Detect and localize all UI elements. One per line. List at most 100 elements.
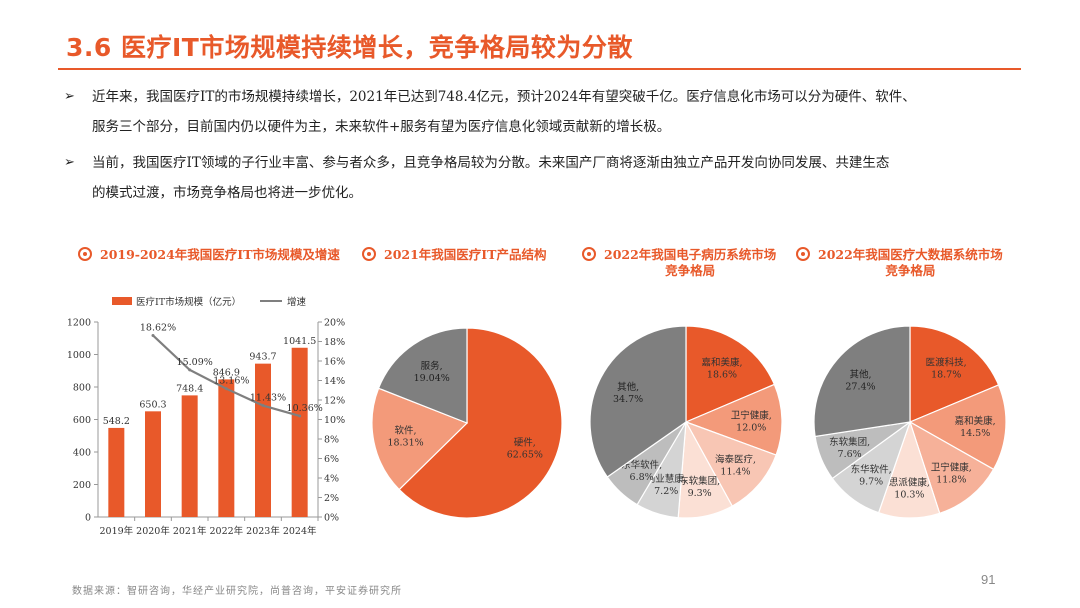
pie-slice: [909, 325, 1000, 423]
pie-slice-name: 嘉和美康,: [701, 357, 742, 369]
growth-data-label: 11.43%: [250, 393, 286, 404]
x-axis-tick-label: 2022年: [209, 525, 243, 537]
source-note: 数据来源：智研咨询，华经产业研究院，尚普咨询，平安证券研究所: [72, 586, 402, 597]
bar: [255, 363, 271, 517]
left-axis-tick-label: 200: [73, 480, 91, 491]
bar: [108, 427, 125, 517]
pie-chart-product-structure: 硬件,62.65% 软件,18.31% 服务,19.04%: [371, 327, 563, 519]
pie-slice: [398, 327, 563, 519]
bar-line-chart: 医疗IT市场规模（亿元） 增速 0 200 400 600 800 1000 1200 0% 2% 4…: [67, 296, 345, 537]
bar: [145, 411, 161, 517]
target-icon: [362, 247, 376, 261]
pie-slice-value: 14.5%: [960, 428, 990, 439]
title-divider: [58, 68, 1021, 70]
pie-slice-value: 62.65%: [507, 449, 543, 460]
growth-point: [188, 368, 192, 372]
bar: [291, 347, 308, 517]
legend-bar-swatch: [112, 297, 132, 305]
page-title: 3.6 医疗IT市场规模持续增长，竞争格局较为分散: [66, 33, 633, 62]
bar-data-label: 1041.5: [283, 336, 316, 347]
arrow-bullet-icon: ➢: [64, 155, 75, 170]
bar-data-label: 943.7: [249, 352, 276, 363]
growth-data-label: 13.16%: [213, 376, 249, 387]
chart-title-text: 竞争格局: [665, 263, 716, 278]
pie-slice: [589, 325, 687, 478]
bullet-text-line: 近年来，我国医疗IT的市场规模持续增长，2021年已达到748.4亿元，预计20…: [92, 89, 916, 105]
pie-slice: [377, 327, 468, 424]
growth-data-label: 15.09%: [177, 357, 213, 368]
bar-data-label: 748.4: [176, 383, 203, 394]
left-axis-tick-label: 600: [73, 415, 91, 426]
page-number: 91: [981, 572, 996, 587]
chart-title-text: 2022年我国医疗大数据系统市场: [818, 247, 1003, 262]
chart-title-text: 2021年我国医疗IT产品结构: [384, 247, 547, 262]
right-axis-tick-label: 8%: [324, 435, 339, 446]
left-axis-tick-label: 0: [85, 513, 91, 524]
bullet-item: ➢ 近年来，我国医疗IT的市场规模持续增长，2021年已达到748.4亿元，预计…: [64, 82, 1024, 142]
pie-slice-name: 海泰医疗,: [715, 454, 756, 466]
pie-slice-name: 创业慧康,: [646, 473, 687, 485]
pie-slice-value: 18.7%: [931, 370, 961, 381]
bar-data-label: 650.3: [139, 399, 166, 410]
chart-title-text: 2022年我国电子病历系统市场: [604, 247, 777, 262]
pie-slice: [908, 384, 1007, 471]
right-axis-tick-label: 4%: [324, 474, 339, 485]
right-axis-tick-label: 20%: [324, 318, 345, 329]
pie-slice-name: 东软集团,: [829, 436, 870, 448]
right-axis-tick-label: 6%: [324, 454, 339, 465]
chart-title-text: 竞争格局: [885, 263, 936, 278]
pie-slice-value: 27.4%: [845, 381, 875, 392]
left-axis-tick-label: 1000: [67, 350, 91, 361]
chart-title-product-structure: 2021年我国医疗IT产品结构: [362, 247, 546, 263]
pie-slice-name: 其他,: [617, 381, 639, 393]
pie-slice-value: 10.3%: [894, 489, 924, 500]
bullet-text-line: 当前，我国医疗IT领域的子行业丰富、参与者众多，且竞争格局较为分散。未来国产厂商…: [92, 155, 890, 171]
right-axis-tick-label: 12%: [324, 396, 345, 407]
bar: [218, 379, 235, 517]
bullet-text-line: 服务三个部分，目前国内仍以硬件为主，未来软件+服务有望为医疗信息化领域贡献新的增…: [92, 119, 671, 135]
left-axis-tick-label: 1200: [67, 318, 91, 329]
pie-slice-value: 18.31%: [387, 438, 423, 449]
pie-slice-value: 12.0%: [736, 422, 766, 433]
pie-slice-name: 思派健康,: [889, 476, 930, 488]
pie-slice-name: 东华软件,: [621, 459, 662, 471]
x-axis-tick-label: 2023年: [246, 525, 280, 537]
pie-slice-name: 硬件,: [514, 436, 536, 448]
pie-slice-name: 卫宁健康,: [731, 409, 772, 421]
target-icon: [78, 247, 92, 261]
right-axis-tick-label: 14%: [324, 376, 345, 387]
x-axis-tick-label: 2024年: [283, 525, 317, 537]
bullet-text-line: 的模式过渡，市场竞争格局也将进一步优化。: [92, 185, 362, 201]
pie-slice-name: 软件,: [395, 425, 417, 437]
arrow-bullet-icon: ➢: [64, 89, 75, 104]
right-axis-tick-label: 10%: [324, 415, 345, 426]
pie-chart-emr-market: 嘉和美康,18.6% 卫宁健康,12.0% 海泰医疗,11.4%东软集团,9.3%创…: [589, 325, 783, 519]
bar-data-label: 548.2: [103, 416, 130, 427]
pie-slice: [908, 420, 995, 515]
right-axis-tick-label: 18%: [324, 337, 345, 348]
pie-slice-value: 34.7%: [613, 394, 643, 405]
pie-slice-name: 嘉和美康,: [955, 415, 996, 427]
bullet-item: ➢ 当前，我国医疗IT领域的子行业丰富、参与者众多，且竞争格局较为分散。未来国产…: [64, 148, 1024, 208]
pie-chart-bigdata-market: 医渡科技,18.7% 嘉和美康,14.5% 卫宁健康,11.8% 思派健康,10.3%…: [813, 325, 1007, 519]
left-axis-tick-label: 800: [73, 383, 91, 394]
pie-slice-value: 11.8%: [936, 475, 966, 486]
pie-slice-name: 医渡科技,: [926, 357, 967, 369]
pie-slice: [684, 383, 783, 456]
left-axis-tick-label: 400: [73, 448, 91, 459]
growth-data-label: 10.36%: [287, 403, 323, 414]
pie-slice: [371, 387, 469, 491]
right-axis-tick-label: 16%: [324, 357, 345, 368]
pie-slice-value: 18.6%: [707, 370, 737, 381]
growth-data-label: 18.62%: [140, 322, 176, 333]
pie-slice-value: 9.3%: [688, 488, 712, 499]
pie-slice-name: 卫宁健康,: [931, 462, 972, 474]
bar-data-label: 846.9: [213, 367, 240, 378]
chart-title-market-size: 2019-2024年我国医疗IT市场规模及增速: [78, 247, 340, 263]
right-axis-tick-label: 0%: [324, 513, 339, 524]
pie-slice-value: 6.8%: [630, 472, 654, 483]
pie-slice: [813, 325, 911, 438]
pie-slice-value: 9.7%: [859, 476, 883, 487]
chart-title-bigdata: 2022年我国医疗大数据系统市场 竞争格局: [796, 247, 1026, 279]
right-axis-tick-label: 2%: [324, 493, 339, 504]
